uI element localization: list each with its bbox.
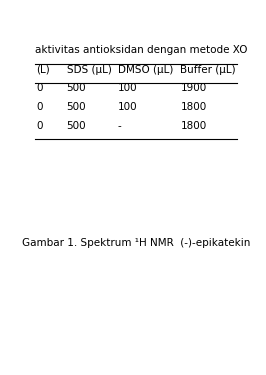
Text: 1800: 1800 xyxy=(180,102,207,112)
Text: aktivitas antioksidan dengan metode XO: aktivitas antioksidan dengan metode XO xyxy=(35,45,248,55)
Text: 100: 100 xyxy=(118,102,137,112)
Text: SDS (μL): SDS (μL) xyxy=(66,64,111,75)
Text: 1900: 1900 xyxy=(180,83,207,93)
Text: -: - xyxy=(118,121,121,131)
Text: Buffer (μL): Buffer (μL) xyxy=(180,64,236,75)
Text: 0: 0 xyxy=(36,102,43,112)
Text: 1800: 1800 xyxy=(180,121,207,131)
Text: 100: 100 xyxy=(118,83,137,93)
Text: 0: 0 xyxy=(36,121,43,131)
Text: DMSO (μL): DMSO (μL) xyxy=(118,64,173,75)
Text: Gambar 1. Spektrum ¹H NMR  (-)-epikatekin: Gambar 1. Spektrum ¹H NMR (-)-epikatekin xyxy=(22,238,251,249)
Text: (L): (L) xyxy=(36,64,50,75)
Text: 0: 0 xyxy=(36,83,43,93)
Text: 500: 500 xyxy=(66,121,86,131)
Text: 500: 500 xyxy=(66,83,86,93)
Text: 500: 500 xyxy=(66,102,86,112)
